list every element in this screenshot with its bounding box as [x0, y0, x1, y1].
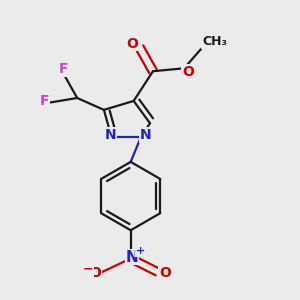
Text: CH₃: CH₃ [202, 35, 227, 48]
Text: N: N [105, 128, 116, 142]
Text: O: O [126, 37, 138, 51]
Text: O: O [89, 266, 101, 280]
Text: F: F [59, 62, 69, 76]
Text: N: N [126, 250, 139, 265]
Text: O: O [159, 266, 171, 280]
Text: +: + [136, 246, 145, 256]
Text: F: F [40, 94, 49, 108]
Text: −: − [83, 263, 93, 276]
Text: O: O [182, 65, 194, 79]
Text: N: N [140, 128, 152, 142]
